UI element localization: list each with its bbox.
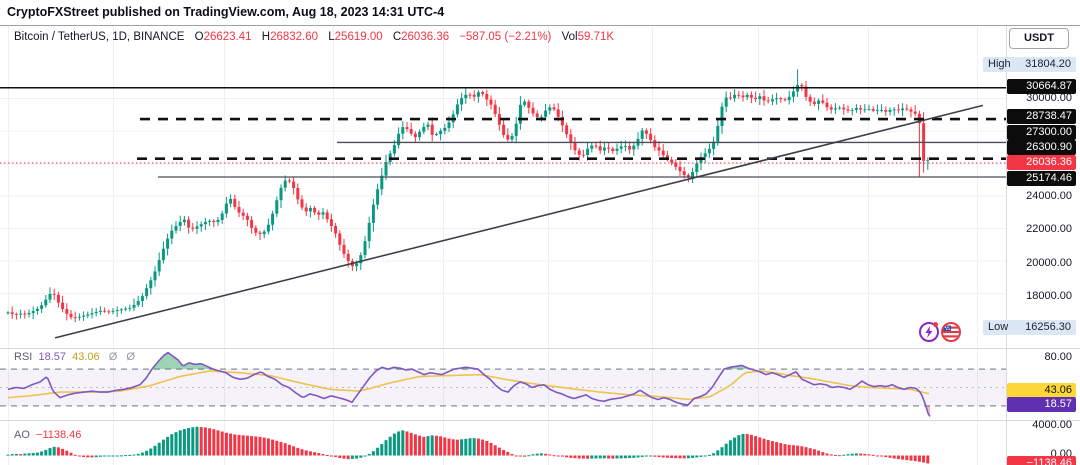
price-axis-label: 18000.00: [1026, 289, 1072, 302]
high-label: H: [261, 31, 271, 43]
close-label: C: [392, 31, 402, 43]
symbol-title: Bitcoin / TetherUS, 1D, BINANCE: [14, 31, 185, 43]
ao-value: −1138.46: [36, 429, 82, 441]
volume-label: Vol: [561, 31, 578, 43]
publisher-badges: [919, 322, 961, 342]
price-axis-label: 20000.00: [1026, 256, 1072, 269]
rsi-value: 18.57: [38, 351, 66, 363]
range-high-label: High 31804.20: [983, 56, 1076, 72]
price-axis-label: 24000.00: [1026, 189, 1072, 202]
price-axis-label: 28738.47: [1007, 108, 1076, 124]
lightning-badge-icon: [919, 322, 939, 342]
price-axis-label: 18.57: [1007, 396, 1076, 412]
currency-toggle-button[interactable]: USDT: [1009, 28, 1069, 49]
price-axis-label: 4000.00: [1032, 418, 1072, 431]
high-value: 26832.60: [270, 31, 319, 43]
price-axis-label: 26036.36: [1007, 154, 1076, 170]
price-axis-label: 26300.90: [1007, 139, 1076, 155]
change-value: −587.05 (−2.21%): [459, 31, 552, 43]
low-value: 25619.00: [334, 31, 383, 43]
attribution-text: CryptoFXStreet published on TradingView.…: [7, 5, 445, 19]
price-axis-label: 22000.00: [1026, 222, 1072, 235]
open-label: O: [194, 31, 204, 43]
price-axis-label: 30664.87: [1007, 78, 1076, 94]
ao-name: AO: [14, 429, 30, 441]
price-axis-label: 25174.46: [1007, 170, 1076, 186]
price-axis-label: 27300.00: [1007, 124, 1076, 140]
rsi-empty-slot-icon: Ø: [126, 351, 135, 363]
flag-badge-icon: [941, 322, 961, 342]
rsi-ma-value: 43.06: [72, 351, 100, 363]
rsi-legend[interactable]: RSI 18.57 43.06 Ø Ø: [14, 351, 135, 363]
rsi-empty-slot-icon: Ø: [108, 351, 118, 363]
rsi-name: RSI: [14, 351, 33, 363]
close-value: 26036.36: [401, 31, 450, 43]
price-axis-label: 43.06: [1007, 382, 1076, 398]
price-axis-label: 30000.00: [1026, 91, 1072, 104]
attribution-bar: CryptoFXStreet published on TradingView.…: [0, 0, 1080, 26]
range-low-label: Low 16256.30: [983, 319, 1076, 335]
price-axis-label: −1138.46: [1007, 455, 1076, 465]
price-axis-label: 80.00: [1044, 350, 1072, 363]
open-value: 26623.41: [203, 31, 252, 43]
symbol-legend[interactable]: Bitcoin / TetherUS, 1D, BINANCE O26623.4…: [14, 31, 614, 43]
volume-value: 59.71K: [577, 31, 615, 43]
ao-legend[interactable]: AO −1138.46: [14, 429, 81, 441]
low-label: L: [328, 31, 335, 43]
